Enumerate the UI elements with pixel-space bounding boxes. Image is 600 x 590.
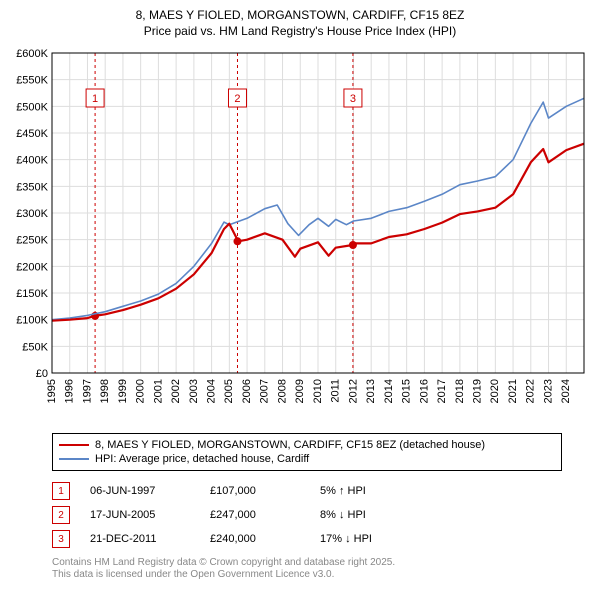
marker-index-box: 2 [52, 506, 70, 524]
svg-text:2019: 2019 [472, 379, 484, 403]
svg-text:£0: £0 [36, 368, 48, 380]
svg-text:£50K: £50K [22, 342, 48, 354]
marker-index-box: 1 [52, 482, 70, 500]
svg-text:2017: 2017 [436, 379, 448, 403]
svg-text:2012: 2012 [347, 379, 359, 403]
svg-text:2001: 2001 [152, 379, 164, 403]
marker-price: £107,000 [210, 485, 300, 497]
svg-text:£150K: £150K [16, 288, 48, 300]
legend-item-hpi: HPI: Average price, detached house, Card… [59, 452, 555, 466]
svg-text:£600K: £600K [16, 48, 48, 60]
svg-text:£350K: £350K [16, 182, 48, 194]
svg-text:1998: 1998 [99, 379, 111, 403]
svg-text:2021: 2021 [507, 379, 519, 403]
svg-text:2005: 2005 [223, 379, 235, 403]
marker-row: 3 21-DEC-2011 £240,000 17% ↓ HPI [52, 527, 562, 551]
chart-container: £0 £50K £100K £150K £200K £250K £300K £350K £400… [8, 45, 592, 425]
svg-text:2020: 2020 [489, 379, 501, 403]
svg-text:1996: 1996 [64, 379, 76, 403]
legend-label: HPI: Average price, detached house, Card… [95, 453, 309, 465]
chart-title-block: 8, MAES Y FIOLED, MORGANSTOWN, CARDIFF, … [8, 8, 592, 39]
marker-date: 06-JUN-1997 [90, 485, 190, 497]
svg-text:2024: 2024 [560, 379, 572, 403]
legend-item-price-paid: 8, MAES Y FIOLED, MORGANSTOWN, CARDIFF, … [59, 438, 555, 452]
svg-text:1: 1 [92, 93, 98, 105]
svg-text:2009: 2009 [294, 379, 306, 403]
svg-text:£100K: £100K [16, 315, 48, 327]
svg-text:2000: 2000 [135, 379, 147, 403]
svg-text:2013: 2013 [365, 379, 377, 403]
svg-text:£550K: £550K [16, 75, 48, 87]
svg-text:2007: 2007 [259, 379, 271, 403]
marker-row: 2 17-JUN-2005 £247,000 8% ↓ HPI [52, 503, 562, 527]
legend: 8, MAES Y FIOLED, MORGANSTOWN, CARDIFF, … [52, 433, 562, 471]
svg-text:1995: 1995 [46, 379, 58, 403]
title-line-1: 8, MAES Y FIOLED, MORGANSTOWN, CARDIFF, … [8, 8, 592, 24]
marker-index-box: 3 [52, 530, 70, 548]
svg-text:2015: 2015 [401, 379, 413, 403]
legend-label: 8, MAES Y FIOLED, MORGANSTOWN, CARDIFF, … [95, 439, 485, 451]
marker-price: £247,000 [210, 509, 300, 521]
price-chart: £0 £50K £100K £150K £200K £250K £300K £350K £400… [8, 45, 592, 425]
svg-text:2002: 2002 [170, 379, 182, 403]
title-line-2: Price paid vs. HM Land Registry's House … [8, 24, 592, 40]
legend-swatch [59, 458, 89, 460]
svg-text:2: 2 [234, 93, 240, 105]
svg-text:1999: 1999 [117, 379, 129, 403]
svg-text:£450K: £450K [16, 128, 48, 140]
svg-text:£500K: £500K [16, 102, 48, 114]
marker-delta: 8% ↓ HPI [320, 509, 410, 521]
svg-text:2022: 2022 [525, 379, 537, 403]
svg-text:2023: 2023 [542, 379, 554, 403]
marker-date: 17-JUN-2005 [90, 509, 190, 521]
marker-row: 1 06-JUN-1997 £107,000 5% ↑ HPI [52, 479, 562, 503]
marker-price: £240,000 [210, 533, 300, 545]
svg-text:£250K: £250K [16, 235, 48, 247]
footer-line-1: Contains HM Land Registry data © Crown c… [52, 557, 562, 569]
marker-table: 1 06-JUN-1997 £107,000 5% ↑ HPI 2 17-JUN… [52, 479, 562, 551]
svg-text:2003: 2003 [188, 379, 200, 403]
svg-text:£200K: £200K [16, 262, 48, 274]
svg-text:2004: 2004 [206, 379, 218, 403]
footer-line-2: This data is licensed under the Open Gov… [52, 569, 562, 581]
svg-text:2010: 2010 [312, 379, 324, 403]
svg-text:2018: 2018 [454, 379, 466, 403]
svg-text:2014: 2014 [383, 379, 395, 403]
marker-delta: 17% ↓ HPI [320, 533, 410, 545]
svg-text:£300K: £300K [16, 208, 48, 220]
svg-text:2016: 2016 [418, 379, 430, 403]
svg-text:2006: 2006 [241, 379, 253, 403]
svg-text:1997: 1997 [81, 379, 93, 403]
marker-delta: 5% ↑ HPI [320, 485, 410, 497]
svg-text:£400K: £400K [16, 155, 48, 167]
footer-attribution: Contains HM Land Registry data © Crown c… [52, 557, 562, 581]
svg-text:3: 3 [350, 93, 356, 105]
legend-swatch [59, 444, 89, 446]
marker-date: 21-DEC-2011 [90, 533, 190, 545]
svg-text:2011: 2011 [330, 379, 342, 403]
svg-text:2008: 2008 [276, 379, 288, 403]
